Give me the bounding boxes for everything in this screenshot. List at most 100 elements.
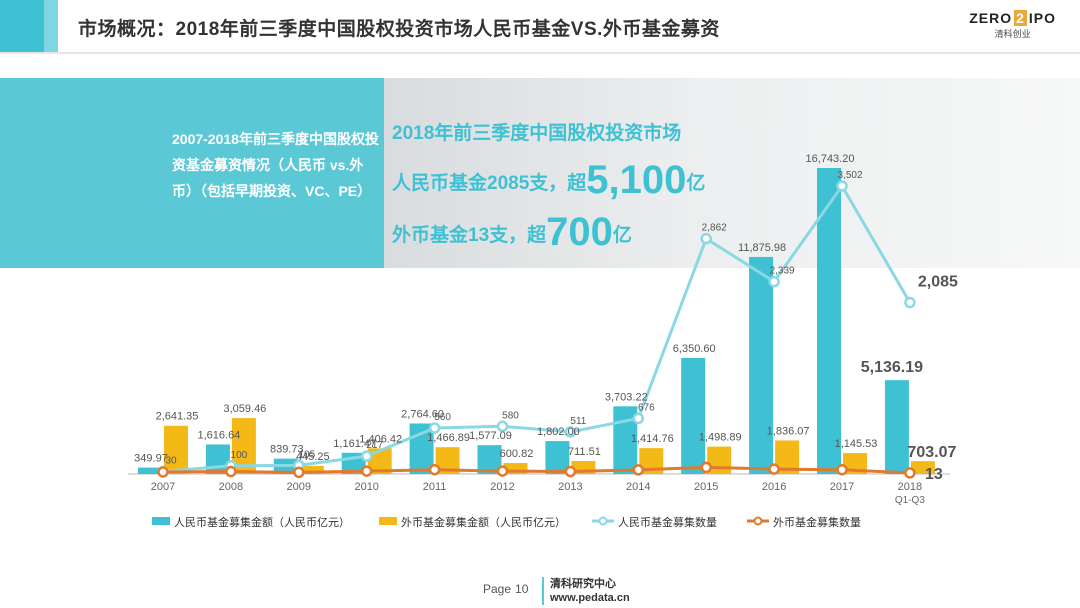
label-fx-amount-3: 1,406.42 [359,433,402,445]
legend-swatch-1 [379,517,397,525]
line-fx-count-point-6 [564,465,577,478]
header-accent-bar-light [44,0,58,52]
title-divider [0,52,1080,54]
label-rmb-amount-4: 2,764.60 [401,408,444,420]
tick-label-2: 2009 [287,481,311,493]
tick-label-4: 2011 [423,481,447,493]
label-fx-amount-4: 1,466.89 [427,432,470,444]
label-fx-amount-6: 711.51 [568,446,601,458]
line-rmb-count-point-7 [632,412,645,425]
bar-fx-amount-2 [299,465,324,474]
headline-fx-pre: 外币基金13支，超 [392,225,547,246]
bar-rmb-amount-6 [545,441,570,474]
label-rmb-amount-2: 839.73 [270,444,304,456]
line-rmb-count [162,183,912,474]
headline-market: 2018年前三季度中国股权投资市场 [392,123,682,144]
label-rmb-amount-10: 16,743.20 [806,153,855,165]
tick-label-6: 2013 [558,481,582,493]
label-rmb-amount-7: 3,703.22 [605,391,648,403]
label-rmb-count-0: 30 [165,456,177,467]
label-rmb-amount-3: 1,161.47 [333,438,376,450]
org-url: www.pedata.cn [550,592,630,604]
legend-label-3: 外币基金募集数量 [773,515,861,529]
page-number: 10 [515,582,529,596]
line-fx-count-point-9 [768,463,780,475]
headline-rmb-amount: 5,100 [586,158,687,202]
label-rmb-count-1: 100 [231,450,248,461]
headline-fx-unit: 亿 [612,225,632,246]
line-rmb-count-point-10 [836,180,848,192]
label-rmb-amount-6: 1,802.00 [537,426,580,438]
legend-label-0: 人民币基金募集金额（人民币亿元） [174,515,350,529]
label-rmb-count-11: 2,085 [918,274,958,291]
bar-rmb-amount-10 [817,168,841,474]
headline-rmb-unit: 亿 [686,173,706,194]
label-rmb-count-4: 560 [434,412,451,423]
label-rmb-amount-9: 11,875.98 [738,242,786,254]
label-rmb-amount-1: 1,616.64 [197,429,240,441]
tick-label-sub-11: Q1-Q3 [895,495,925,506]
bar-rmb-amount-11 [884,380,909,474]
tick-label-3: 2010 [354,481,378,493]
header-accent-bar [0,0,44,52]
logo-suffix: IPO [1028,10,1056,26]
label-rmb-count-8: 2,862 [702,223,727,234]
label-rmb-count-3: 217 [366,440,383,451]
label-rmb-count-5: 580 [502,410,519,421]
tick-label-0: 2007 [151,481,175,493]
label-fx-amount-8: 1,498.89 [699,432,742,444]
label-rmb-count-6: 511 [570,416,586,427]
legend-swatch-0 [152,517,170,525]
line-rmb-count-point-9 [768,275,780,288]
line-fx-count-point-2 [293,466,305,479]
line-fx-count [162,465,910,475]
label-rmb-count-10: 3,502 [837,170,862,181]
page-label: Page [483,582,512,596]
label-rmb-amount-5: 1,577.09 [469,430,512,442]
label-fx-amount-0: 2,641.35 [156,411,199,423]
footer-org: 清科研究中心 www.pedata.cn [550,577,630,605]
headline-rmb-pre: 人民币基金2085支，超 [392,173,587,194]
tick-label-9: 2016 [762,481,786,493]
line-fx-count-point-7 [632,464,645,476]
headline-fx-amount: 700 [546,210,613,254]
legend-marker-3 [753,516,763,526]
line-fx-count-point-0 [157,466,169,478]
tick-label-7: 2014 [626,481,650,493]
label-rmb-amount-8: 6,350.60 [673,343,716,355]
line-rmb-count-point-3 [360,450,373,462]
logo-subtitle: 清科创业 [994,29,1031,39]
label-rmb-amount-11: 5,136.19 [861,359,923,376]
label-fx-amount-9: 1,836.07 [767,425,810,437]
headline-fx: 外币基金13支，超700亿 [392,210,632,258]
label-fx-amount-1: 3,059.46 [223,403,266,415]
label-rmb-amount-0: 349.97 [134,453,168,465]
hero-description-box [0,78,384,268]
label-rmb-count-9: 2,339 [770,266,795,277]
label-rmb-count-2: 105 [298,449,315,460]
line-fx-count-point-4 [428,463,441,476]
tick-label-11: 2018 [898,481,922,493]
hero-background [384,78,1080,268]
logo-mark: 2 [1014,10,1027,26]
label-fx-amount-2: 445.25 [296,451,330,463]
label-fx-amount-5: 600.82 [500,448,534,460]
tick-label-1: 2008 [219,481,243,493]
legend-label-1: 外币基金募集金额（人民币亿元） [401,515,566,529]
label-fx-count-11: 13 [925,466,943,483]
line-rmb-count-point-8 [700,232,712,245]
tick-label-10: 2017 [830,481,854,493]
brand-logo: ZERO 2 IPO 清科创业 [969,10,1056,40]
line-fx-count-point-5 [496,465,509,477]
line-fx-count-point-11 [904,467,916,479]
bar-rmb-amount-8 [681,357,706,474]
line-rmb-count-point-5 [496,420,509,433]
bar-fx-amount-5 [503,463,528,474]
tick-label-5: 2012 [490,481,514,493]
line-fx-count-point-10 [836,463,848,476]
legend-label-2: 人民币基金募集数量 [618,515,717,529]
line-rmb-count-point-4 [428,422,441,434]
org-name: 清科研究中心 [550,578,616,590]
bar-rmb-amount-0 [138,467,162,474]
page-indicator: Page 10 [483,582,528,596]
